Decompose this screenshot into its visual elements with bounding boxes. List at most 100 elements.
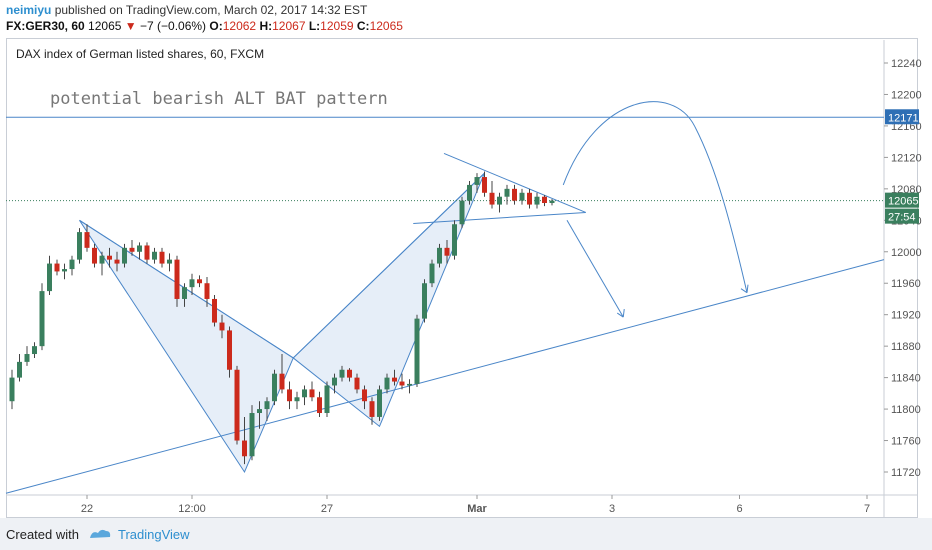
candle-body <box>242 440 247 457</box>
x-tick-label: 7 <box>864 503 870 515</box>
high-label: H: <box>259 19 273 33</box>
y-tick-label: 12000 <box>891 247 922 259</box>
candle-body <box>302 389 307 398</box>
candle-body <box>84 232 90 248</box>
candle-body <box>407 383 412 386</box>
y-tick-label: 11920 <box>891 310 921 322</box>
candle-body <box>354 377 360 390</box>
candle-body <box>197 279 202 284</box>
candle-body <box>489 192 495 205</box>
candle-body <box>99 255 105 264</box>
candle-body <box>204 283 210 299</box>
candle-body <box>159 251 165 264</box>
footer-bar: Created with TradingView <box>0 518 932 550</box>
down-arrow-icon: ▼ <box>124 19 137 33</box>
x-tick-label: 3 <box>609 503 615 515</box>
candle-body <box>47 263 52 292</box>
candle-body <box>137 245 142 252</box>
open-label: O: <box>209 19 223 33</box>
candle-body <box>272 373 277 402</box>
publish-info: neimiyu published on TradingView.com, Ma… <box>6 3 367 17</box>
candle-body <box>264 401 270 410</box>
candle-body <box>392 377 397 382</box>
candle-body <box>212 298 217 323</box>
y-tick-label: 11960 <box>891 278 921 290</box>
candle-body <box>542 196 547 204</box>
last-price: 12065 <box>88 19 122 33</box>
close-value: 12065 <box>369 19 403 33</box>
candle-body <box>189 279 195 288</box>
candle-body <box>234 369 240 441</box>
candle-body <box>519 192 525 201</box>
candle-body <box>39 291 45 347</box>
candle-body <box>77 232 82 260</box>
y-tick-label: 11760 <box>891 436 921 448</box>
candle-body <box>24 354 30 362</box>
projection-arrowhead-short <box>616 308 625 318</box>
symbol-label: FX:GER30, 60 <box>6 19 85 33</box>
candle-body <box>17 361 22 378</box>
candle-body <box>437 247 442 264</box>
candle-body <box>534 196 540 205</box>
candle-body <box>249 413 255 457</box>
support-trendline <box>5 259 885 494</box>
projection-arrowhead-curve <box>740 284 749 294</box>
x-tick-label: 12:00 <box>178 503 206 515</box>
candle-body <box>287 389 292 402</box>
candle-body <box>309 389 315 398</box>
candle-body <box>54 263 60 272</box>
author-link[interactable]: neimiyu <box>6 3 52 17</box>
candle-body <box>347 369 352 378</box>
tradingview-link[interactable]: TradingView <box>118 527 190 542</box>
candle-body <box>129 247 135 252</box>
last-price-tag-bg <box>885 192 919 208</box>
candle-body <box>369 401 375 417</box>
candle-body <box>279 373 285 390</box>
candle-body <box>92 247 97 264</box>
projection-arrow-short <box>566 220 624 318</box>
created-with-text: Created with <box>6 527 79 542</box>
candle-body <box>122 247 127 264</box>
triangle-upper-line <box>443 152 586 213</box>
candle-body <box>152 251 157 260</box>
y-tick-label: 11720 <box>891 467 921 479</box>
publish-text: published on TradingView.com, March 02, … <box>54 3 368 17</box>
candle-body <box>414 318 420 384</box>
y-tick-label: 11840 <box>891 373 921 385</box>
countdown-tag: 27:54 <box>888 212 916 224</box>
countdown-tag-bg <box>885 208 919 224</box>
x-tick-label: 22 <box>81 503 93 515</box>
y-tick-label: 11800 <box>891 404 921 416</box>
candle-body <box>257 409 262 414</box>
candle-body <box>482 177 487 193</box>
candle-body <box>182 287 187 299</box>
level-price-tag: 12171 <box>888 112 919 124</box>
candle-body <box>62 269 67 272</box>
price-change: −7 (−0.06%) <box>140 19 207 33</box>
candle-body <box>512 188 517 201</box>
candle-body <box>9 377 15 402</box>
low-label: L: <box>308 19 321 33</box>
candle-body <box>384 377 390 390</box>
x-tick-label: 6 <box>736 503 742 515</box>
chart-frame <box>6 38 918 518</box>
candle-body <box>219 322 225 331</box>
candle-body <box>549 200 555 204</box>
y-tick-label: 11880 <box>891 341 921 353</box>
chart-title: DAX index of German listed shares, 60, F… <box>16 47 264 61</box>
pattern-annotation: potential bearish ALT BAT pattern <box>50 89 388 109</box>
candle-body <box>144 245 150 260</box>
candle-body <box>467 184 472 201</box>
candle-body <box>32 346 37 355</box>
y-tick-label: 12240 <box>891 58 922 70</box>
x-tick-label: Mar <box>467 503 487 515</box>
candle-body <box>497 196 502 205</box>
level-price-tag-bg <box>885 109 919 125</box>
projection-curve-arrow <box>562 101 748 293</box>
candle-body <box>429 263 435 284</box>
y-tick-label: 12200 <box>891 89 922 101</box>
price-chart[interactable]: 11720 11760 11800 11840 11880 11920 11960 12000… <box>0 0 932 518</box>
open-value: 12062 <box>222 19 257 33</box>
candle-body <box>324 385 330 414</box>
candle-body <box>294 397 300 402</box>
